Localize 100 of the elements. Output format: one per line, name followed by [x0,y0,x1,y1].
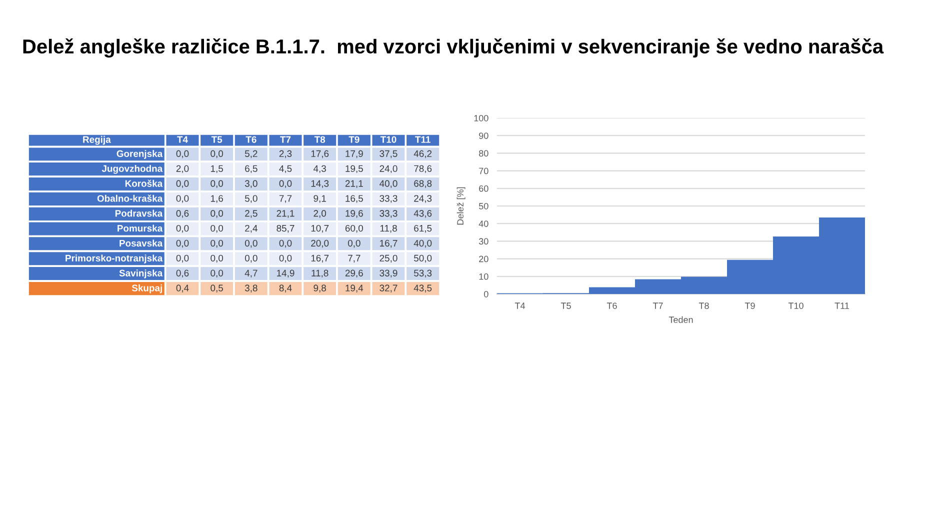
text: 14,9 [277,270,294,278]
text: 37,5 [380,150,398,158]
x-tick-label: T6 [606,302,617,309]
category-label: Obalno-kraška [97,194,163,202]
category-label: T11 [415,136,430,143]
text: 0,0 [210,180,224,188]
text: 0,6 [176,270,189,278]
y-tick-label: 50 [478,202,488,210]
y-tick-label: 60 [479,185,488,192]
text: 0,0 [348,240,360,248]
category-label: T5 [211,136,222,143]
text: 60,0 [345,224,363,233]
y-tick-label: 0 [484,290,488,298]
x-tick-label: T9 [744,302,755,309]
y-tick-label: 40 [478,220,488,227]
text: 33,9 [380,270,398,278]
text: 61,5 [414,224,432,233]
y-tick-label: 80 [479,150,488,157]
text: 11,8 [312,270,328,278]
text: 43,5 [414,284,432,292]
text: 5,0 [244,195,258,203]
text: 19,6 [346,210,363,218]
category-label: T8 [314,136,326,143]
category-label: Koroška [125,180,163,187]
y-tick-label: 70 [479,168,488,174]
x-tick-label: T11 [834,302,850,309]
text: 50,0 [414,254,432,263]
category-label: Savinjska [119,270,163,278]
text: 10,7 [311,224,329,233]
y-tick-label: 90 [479,132,488,139]
text: 3,0 [244,180,258,188]
text: 1,5 [210,165,223,174]
text: Regija [83,136,111,145]
text: 68,8 [414,180,432,188]
text: 2,0 [176,165,189,174]
text: 4,3 [313,165,326,174]
x-tick-label: T7 [652,302,663,309]
text: 9,8 [314,284,326,292]
y-tick-label: 100 [474,114,488,122]
text: 3,8 [244,284,258,292]
text: 43,6 [414,210,432,218]
text: 78,6 [414,165,432,174]
text: 2,5 [245,210,258,218]
category-label: Primorsko-notranjska [66,254,163,264]
text: 0,0 [279,254,292,263]
x-tick-label: T10 [788,302,804,309]
text: 29,6 [345,270,363,278]
y-axis-title: Delež [%] [456,187,466,225]
text: 0,0 [210,224,224,233]
category-label: T10 [380,136,396,143]
text: 33,3 [380,195,398,203]
category-label: Jugovzhodna [102,164,163,174]
text: 0,0 [210,150,224,158]
text: 14,3 [311,180,329,188]
category-label: T6 [246,136,256,143]
text: 0,0 [176,150,189,158]
text: 0,4 [176,284,189,292]
text: 17,9 [346,150,363,158]
text: 0,0 [210,254,224,263]
text: 2,4 [245,224,258,233]
text: 0,0 [176,254,189,263]
y-tick-label: 10 [479,273,488,280]
text: 24,3 [414,195,432,203]
text: Delež angleške različice B.1.1.7. med vzorci vključenimi v sekvenciranje še vedno narašča [23,38,884,58]
y-tick-label: 30 [478,238,488,245]
text: 17,6 [311,150,329,158]
x-tick-label: T4 [514,302,526,309]
text: 5,2 [244,150,258,158]
category-label: Posavska [120,240,163,247]
text: 0,0 [176,240,189,248]
text: 4,7 [244,270,258,278]
text: 40,0 [380,180,398,188]
text: 1,6 [210,195,223,203]
category-label: T7 [280,136,291,143]
category-label: Podravska [115,210,163,217]
text: 0,0 [244,254,258,263]
category-label: T4 [177,136,188,143]
text: 0,0 [176,195,189,203]
text: 25,0 [380,254,398,263]
text: 53,3 [414,270,432,278]
text: 4,5 [279,165,292,174]
text: 16,7 [380,240,398,248]
text: 40,0 [414,240,432,248]
text: 7,7 [348,254,360,263]
category-label: Pomurska [118,224,163,232]
text: 7,7 [279,195,292,203]
text: 2,3 [279,150,292,158]
text: 2,0 [314,210,326,218]
category-label: Gorenjska [116,150,163,159]
category-label: T9 [348,136,360,143]
x-tick-label: T5 [560,302,571,309]
text: 24,0 [380,165,398,174]
text: 11,8 [380,224,397,233]
text: 0,0 [244,240,258,248]
text: 6,5 [245,165,258,174]
text: 0,0 [176,180,189,188]
text: 19,4 [346,284,364,292]
text: 46,2 [414,150,432,158]
text: 0,6 [176,210,189,218]
text: 16,7 [311,254,329,263]
